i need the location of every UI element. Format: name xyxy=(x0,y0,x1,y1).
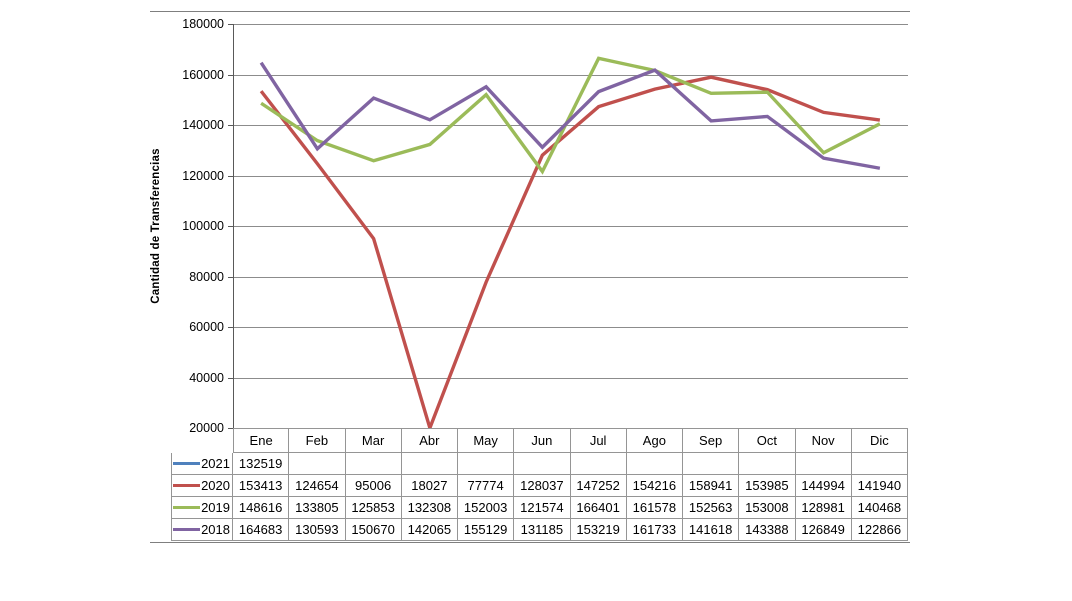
legend-label: 2018 xyxy=(201,522,230,537)
y-tick-label: 140000 xyxy=(182,118,224,132)
value-cell: 131185 xyxy=(514,519,571,541)
month-header-cell: Nov xyxy=(795,428,852,453)
month-header-cell: Ago xyxy=(626,428,683,453)
value-cell: 122866 xyxy=(851,519,908,541)
value-cell xyxy=(458,453,515,475)
value-cell: 164683 xyxy=(233,519,290,541)
month-header-cell: Mar xyxy=(345,428,402,453)
value-cell xyxy=(626,453,683,475)
value-cell: 140468 xyxy=(851,497,908,519)
value-cell: 121574 xyxy=(514,497,571,519)
value-cell xyxy=(289,453,346,475)
y-tick-label: 160000 xyxy=(182,67,224,82)
value-cell: 152003 xyxy=(458,497,515,519)
value-cell: 141618 xyxy=(683,519,740,541)
value-cell: 128981 xyxy=(795,497,852,519)
value-cell: 161733 xyxy=(626,519,683,541)
legend-cell-2020: 2020 xyxy=(171,475,233,497)
month-header-cell: Oct xyxy=(739,428,796,453)
value-cell: 152563 xyxy=(683,497,740,519)
value-cell: 125853 xyxy=(345,497,402,519)
value-cell: 153985 xyxy=(739,475,796,497)
month-header-cell: Jun xyxy=(514,428,571,453)
legend-swatch-2019 xyxy=(173,506,201,509)
value-cell: 147252 xyxy=(570,475,627,497)
y-tick-label: 60000 xyxy=(189,320,224,334)
value-cell: 142065 xyxy=(401,519,458,541)
table-corner-spacer xyxy=(171,428,233,453)
legend-cell-2021: 2021 xyxy=(171,453,233,475)
value-cell: 128037 xyxy=(514,475,571,497)
legend-label: 2020 xyxy=(201,478,230,493)
value-cell: 132308 xyxy=(401,497,458,519)
month-header-cell: Sep xyxy=(683,428,740,453)
value-cell: 130593 xyxy=(289,519,346,541)
value-cell: 133805 xyxy=(289,497,346,519)
value-cell xyxy=(345,453,402,475)
legend-swatch-2021 xyxy=(173,462,201,465)
series-line-2018 xyxy=(259,61,881,170)
y-tick-label: 80000 xyxy=(189,269,224,284)
value-cell: 144994 xyxy=(795,475,852,497)
y-tick-label: 100000 xyxy=(182,219,224,233)
y-tick-label: 40000 xyxy=(189,370,224,385)
series-line-2020 xyxy=(259,75,881,434)
value-cell: 126849 xyxy=(795,519,852,541)
value-cell: 153219 xyxy=(570,519,627,541)
value-cell: 141940 xyxy=(851,475,908,497)
value-cell: 77774 xyxy=(458,475,515,497)
y-tick-label: 20000 xyxy=(189,421,224,435)
value-cell: 153008 xyxy=(739,497,796,519)
series-line-2019 xyxy=(260,56,881,175)
value-cell xyxy=(401,453,458,475)
value-cell: 166401 xyxy=(570,497,627,519)
month-header-cell: Feb xyxy=(289,428,346,453)
month-header-cell: May xyxy=(458,428,515,453)
value-cell xyxy=(570,453,627,475)
month-header-cell: Ene xyxy=(233,428,290,453)
value-cell: 161578 xyxy=(626,497,683,519)
value-cell: 153413 xyxy=(233,475,290,497)
y-axis-tick-labels: 180000 160000 140000 120000 100000 80000 60000… xyxy=(150,12,229,542)
legend-swatch-2020 xyxy=(173,484,201,487)
value-cell xyxy=(683,453,740,475)
month-header-cell: Abr xyxy=(401,428,458,453)
value-cell xyxy=(795,453,852,475)
data-table: Ene Feb Mar Abr May Jun Jul Ago Sep Oct Nov Dic 2021… xyxy=(171,428,908,541)
y-tick-label: 120000 xyxy=(182,168,224,183)
legend-label: 2021 xyxy=(201,456,230,471)
value-cell: 154216 xyxy=(626,475,683,497)
legend-label: 2019 xyxy=(201,500,230,515)
legend-cell-2018: 2018 xyxy=(171,519,233,541)
value-cell xyxy=(739,453,796,475)
value-cell: 148616 xyxy=(233,497,290,519)
value-cell: 95006 xyxy=(345,475,402,497)
month-header-cell: Jul xyxy=(570,428,627,453)
plot-area xyxy=(228,24,908,434)
legend-swatch-2018 xyxy=(173,528,201,531)
legend-cell-2019: 2019 xyxy=(171,497,233,519)
value-cell: 18027 xyxy=(401,475,458,497)
value-cell: 155129 xyxy=(458,519,515,541)
value-cell xyxy=(514,453,571,475)
month-header-cell: Dic xyxy=(851,428,908,453)
value-cell: 158941 xyxy=(683,475,740,497)
value-cell: 143388 xyxy=(739,519,796,541)
chart-frame: Cantidad de Transferencias 180000 160000 1… xyxy=(150,11,910,543)
value-cell xyxy=(851,453,908,475)
value-cell: 124654 xyxy=(289,475,346,497)
y-tick-label: 180000 xyxy=(182,17,224,31)
value-cell: 132519 xyxy=(233,453,290,475)
value-cell: 150670 xyxy=(345,519,402,541)
